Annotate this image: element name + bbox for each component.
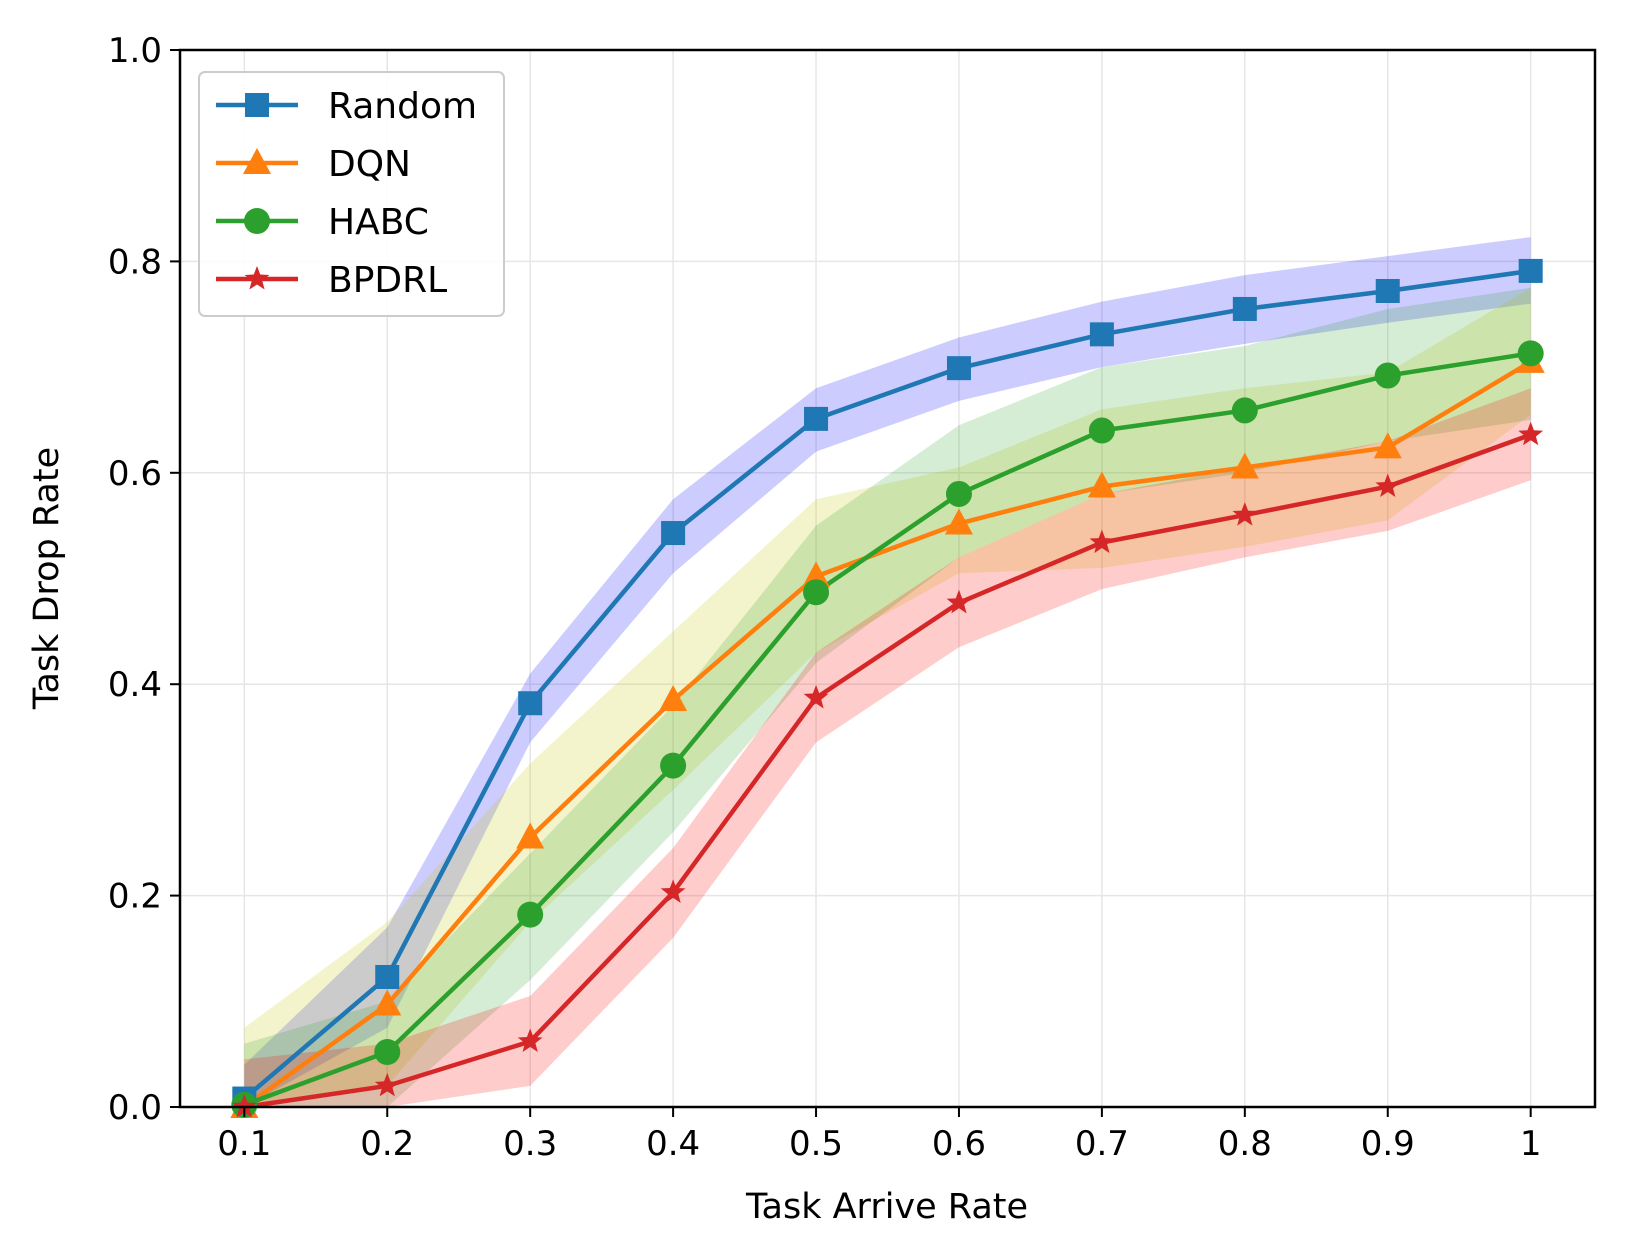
y-axis-label: Task Drop Rate	[27, 447, 67, 710]
legend-item-bpdrl: BPDRL	[216, 260, 447, 301]
legend: Random DQN HABC BPDRL	[198, 71, 505, 317]
legend-item-random: Random	[216, 86, 477, 127]
band-random	[244, 237, 1531, 1108]
legend-marker-bpdrl	[244, 266, 270, 290]
band-bpdrl	[244, 388, 1531, 1107]
legend-marker-habc	[244, 208, 270, 234]
point-bpdrl	[1232, 502, 1258, 526]
point-habc	[1517, 340, 1544, 367]
x-tick-label: 0.6	[932, 1124, 986, 1164]
x-tick-label: 0.8	[1218, 1124, 1272, 1164]
line-dqn	[243, 359, 1532, 1109]
y-axis-ticks: 0.0 0.2 0.4 0.6 0.8 1.0	[108, 31, 180, 1128]
legend-label-habc: HABC	[328, 202, 429, 243]
y-tick-label: 0.2	[108, 877, 162, 917]
point-bpdrl	[374, 1072, 400, 1097]
confidence-bands	[244, 237, 1531, 1108]
legend-item-dqn: DQN	[216, 144, 411, 185]
band-habc	[244, 287, 1531, 1107]
x-tick-label: 0.4	[646, 1124, 700, 1164]
line-bpdrl	[243, 432, 1532, 1110]
x-tick-label: 1	[1520, 1124, 1542, 1164]
legend-marker-dqn	[243, 148, 271, 174]
x-tick-label: 0.7	[1075, 1124, 1129, 1164]
point-habc	[1374, 362, 1401, 389]
series-markers	[230, 258, 1545, 1118]
legend-marker-random	[245, 93, 269, 117]
point-random	[1375, 278, 1400, 303]
legend-label-dqn: DQN	[328, 144, 411, 185]
point-bpdrl	[946, 589, 972, 614]
y-tick-label: 0.8	[108, 242, 162, 282]
series-lines	[242, 268, 1532, 1110]
band-dqn	[244, 287, 1531, 1107]
line-habc	[243, 351, 1532, 1108]
x-tick-label: 0.1	[217, 1124, 271, 1164]
point-dqn	[1373, 432, 1402, 459]
y-tick-label: 0.4	[108, 665, 162, 705]
point-bpdrl	[660, 879, 686, 903]
point-bpdrl	[517, 1028, 543, 1052]
x-axis-label: Task Arrive Rate	[745, 1187, 1028, 1227]
point-habc	[660, 752, 687, 779]
point-dqn	[659, 685, 688, 712]
point-dqn	[516, 822, 545, 849]
x-tick-label: 0.5	[789, 1124, 843, 1164]
point-habc	[945, 480, 972, 507]
y-tick-label: 1.0	[108, 31, 162, 71]
x-tick-label: 0.9	[1361, 1124, 1415, 1164]
x-tick-label: 0.2	[360, 1124, 414, 1164]
x-tick-label: 0.3	[503, 1124, 557, 1164]
point-random	[804, 406, 829, 431]
point-dqn	[944, 508, 973, 535]
point-bpdrl	[803, 684, 829, 709]
point-bpdrl	[1375, 473, 1401, 498]
legend-label-bpdrl: BPDRL	[328, 260, 447, 301]
line-random	[242, 268, 1531, 1101]
point-dqn	[802, 561, 831, 588]
plot-frame	[178, 48, 1597, 1109]
point-random	[1518, 258, 1543, 283]
point-habc	[1231, 397, 1258, 424]
point-random	[375, 964, 400, 989]
point-habc	[374, 1039, 401, 1066]
legend-label-random: Random	[328, 86, 477, 127]
point-dqn	[373, 989, 402, 1016]
point-habc	[1088, 417, 1115, 444]
point-bpdrl	[1089, 529, 1115, 554]
legend-item-habc: HABC	[216, 202, 429, 243]
point-random	[518, 691, 543, 716]
point-habc	[803, 579, 830, 606]
point-bpdrl	[1518, 421, 1544, 446]
point-random	[946, 356, 971, 381]
point-random	[1232, 296, 1257, 321]
y-tick-label: 0.6	[108, 454, 162, 494]
point-random	[661, 521, 686, 546]
point-habc	[517, 901, 544, 928]
point-random	[1089, 322, 1114, 347]
legend-box	[198, 71, 505, 317]
x-axis-ticks: 0.1 0.2 0.3 0.4 0.5 0.6 0.7 0.8 0.9 1	[217, 1107, 1542, 1164]
point-dqn	[1230, 452, 1259, 479]
y-tick-label: 0.0	[108, 1088, 162, 1128]
point-dqn	[1087, 471, 1116, 498]
